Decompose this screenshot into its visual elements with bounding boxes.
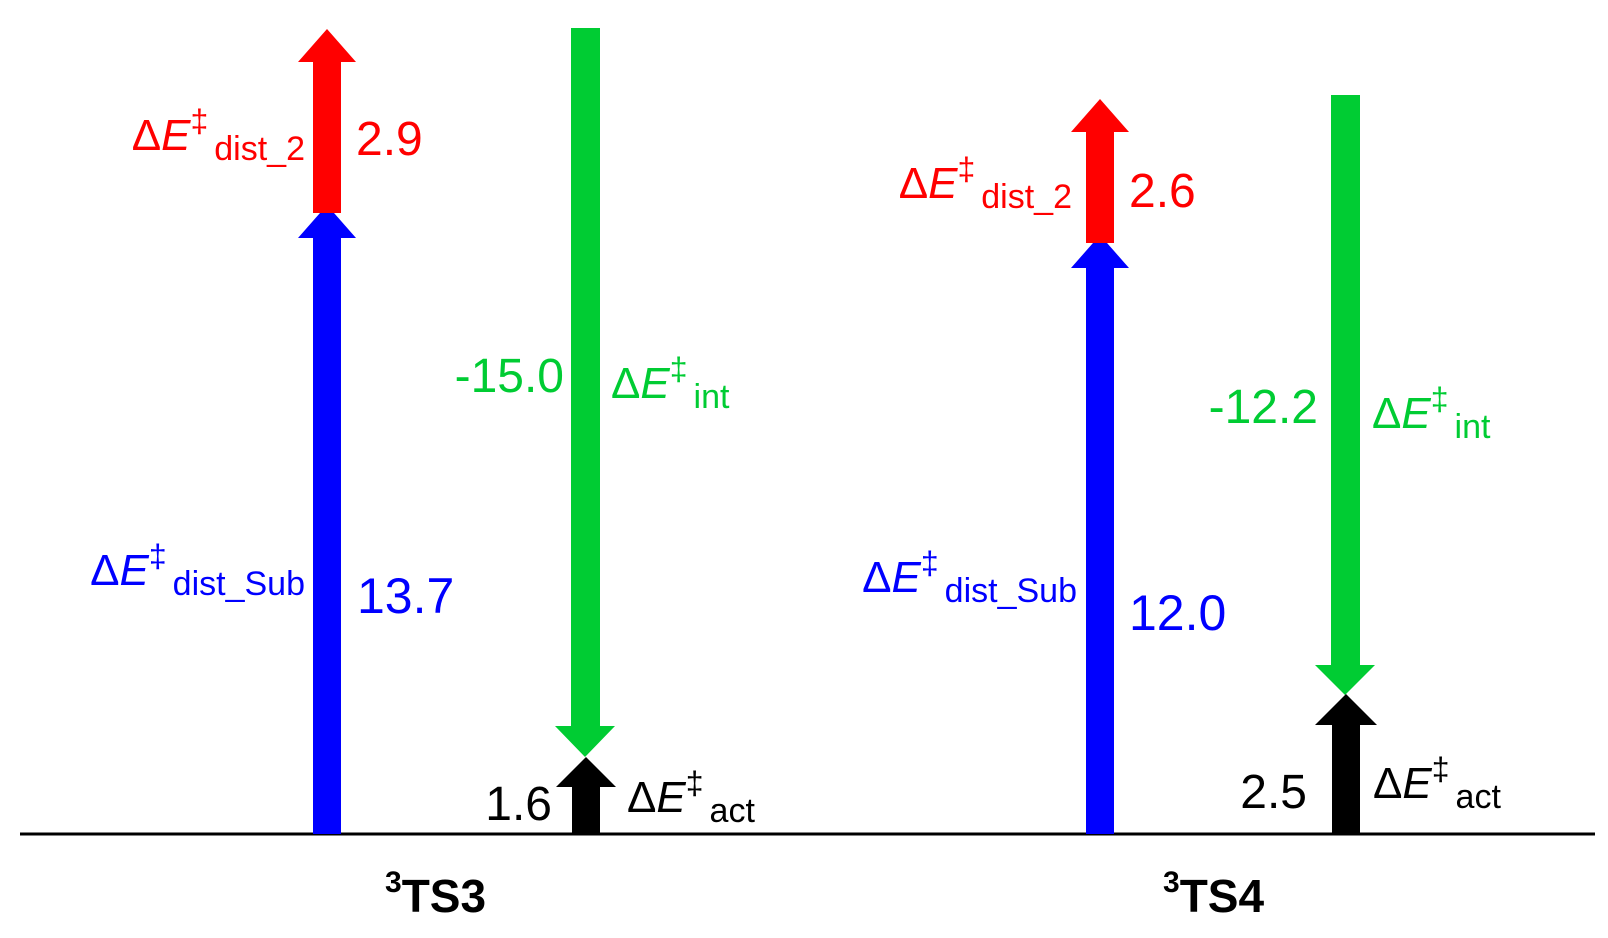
ts3-int-arrow (555, 28, 615, 757)
ts4-dist-2-label: ΔE‡dist_2 (899, 151, 1072, 216)
ts4-act-label: ΔE‡act (1373, 751, 1501, 816)
ts4-int-label: ΔE‡int (1372, 381, 1491, 446)
ts3-dist-2-value: 2.9 (356, 113, 423, 166)
ts4-structure-label: 3TS4 (1163, 866, 1264, 922)
ts3-group: ΔE‡dist_2 2.9 ΔE‡dist_Sub 13.7 -15.0 ΔE‡… (90, 28, 755, 922)
ts3-dist-2-label: ΔE‡dist_2 (132, 103, 305, 168)
ts3-int-value: -15.0 (455, 350, 564, 403)
ts3-act-label: ΔE‡act (627, 765, 755, 830)
ts3-act-value: 1.6 (485, 778, 552, 831)
ts4-dist-sub-value: 12.0 (1129, 585, 1226, 641)
ts4-dist-sub-label: ΔE‡dist_Sub (862, 545, 1077, 610)
ts3-int-label: ΔE‡int (611, 351, 730, 416)
ts3-dist-sub-arrow (298, 205, 356, 834)
ts4-dist-sub-arrow (1071, 235, 1129, 834)
ts4-dist-2-arrow (1071, 99, 1129, 243)
ts3-dist-sub-value: 13.7 (357, 568, 454, 624)
ts3-dist-sub-label: ΔE‡dist_Sub (90, 538, 305, 603)
ts4-int-arrow (1315, 95, 1375, 695)
ts3-dist-2-arrow (298, 29, 356, 213)
ts4-group: ΔE‡dist_2 2.6 ΔE‡dist_Sub 12.0 -12.2 ΔE‡… (862, 95, 1501, 922)
ts3-act-arrow (556, 757, 616, 834)
ts4-act-value: 2.5 (1240, 766, 1307, 819)
ts3-structure-label: 3TS3 (385, 866, 486, 922)
ts4-dist-2-value: 2.6 (1129, 165, 1196, 218)
ts4-act-arrow (1315, 694, 1377, 834)
ts4-int-value: -12.2 (1209, 381, 1318, 434)
